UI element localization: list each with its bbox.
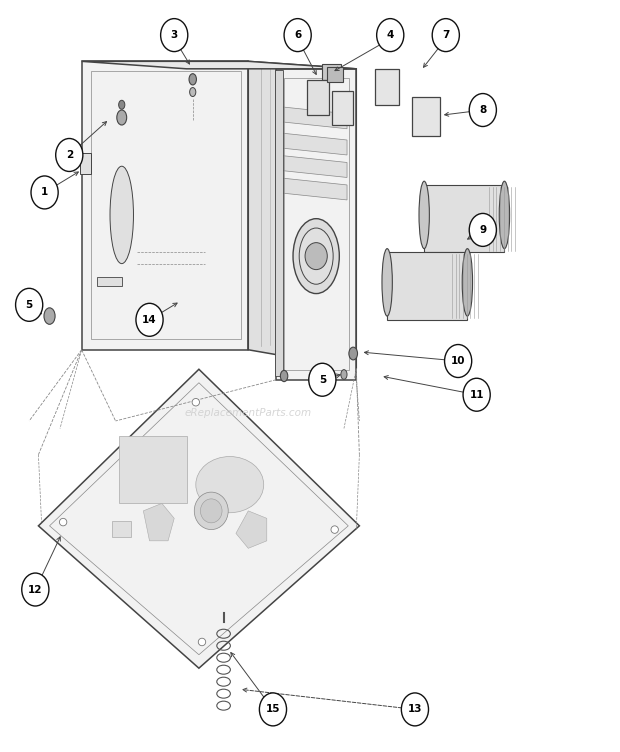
Text: 4: 4: [386, 30, 394, 40]
Text: 2: 2: [66, 150, 73, 160]
Text: 11: 11: [469, 390, 484, 400]
Text: 8: 8: [479, 105, 487, 115]
Circle shape: [432, 19, 459, 52]
Circle shape: [469, 93, 497, 126]
Circle shape: [31, 176, 58, 209]
Text: eReplacementParts.com: eReplacementParts.com: [185, 408, 312, 418]
Ellipse shape: [349, 347, 358, 360]
Circle shape: [463, 378, 490, 411]
Text: 5: 5: [319, 374, 326, 385]
Ellipse shape: [44, 308, 55, 324]
Text: 15: 15: [266, 705, 280, 714]
Polygon shape: [387, 253, 467, 320]
Polygon shape: [276, 106, 347, 129]
Polygon shape: [276, 69, 356, 380]
Polygon shape: [307, 80, 329, 115]
Text: 13: 13: [408, 705, 422, 714]
Circle shape: [469, 214, 497, 247]
Polygon shape: [82, 62, 248, 350]
Ellipse shape: [331, 526, 339, 533]
Circle shape: [284, 19, 311, 52]
Ellipse shape: [419, 181, 430, 249]
Circle shape: [22, 573, 49, 606]
Circle shape: [401, 693, 428, 726]
Polygon shape: [276, 177, 347, 200]
Bar: [112, 520, 131, 537]
Text: 3: 3: [170, 30, 178, 40]
Bar: [97, 277, 122, 286]
Ellipse shape: [299, 228, 333, 284]
Ellipse shape: [341, 370, 347, 379]
Circle shape: [161, 19, 188, 52]
Text: 1: 1: [41, 187, 48, 198]
Circle shape: [259, 693, 286, 726]
Ellipse shape: [200, 499, 222, 523]
Text: 14: 14: [142, 315, 157, 325]
Text: 10: 10: [451, 356, 466, 366]
Polygon shape: [412, 97, 440, 136]
Circle shape: [136, 303, 163, 336]
Ellipse shape: [382, 249, 392, 316]
Text: 5: 5: [25, 300, 33, 310]
Polygon shape: [424, 185, 505, 253]
Ellipse shape: [194, 492, 228, 529]
Ellipse shape: [280, 371, 288, 381]
Polygon shape: [118, 436, 187, 503]
Circle shape: [377, 19, 404, 52]
Polygon shape: [276, 155, 347, 177]
Ellipse shape: [118, 100, 125, 109]
Polygon shape: [375, 69, 399, 105]
Bar: [327, 68, 343, 82]
Ellipse shape: [293, 219, 339, 293]
Polygon shape: [276, 132, 347, 155]
Bar: [275, 71, 283, 376]
Polygon shape: [82, 62, 356, 69]
Polygon shape: [236, 511, 267, 548]
Circle shape: [56, 138, 83, 171]
Text: 12: 12: [28, 584, 43, 595]
Ellipse shape: [117, 110, 126, 125]
Ellipse shape: [190, 87, 196, 96]
Ellipse shape: [192, 399, 200, 406]
Text: 9: 9: [479, 225, 486, 235]
Ellipse shape: [198, 638, 206, 646]
Text: 7: 7: [442, 30, 450, 40]
Polygon shape: [143, 503, 174, 541]
Bar: [322, 64, 341, 80]
Polygon shape: [38, 369, 360, 669]
Polygon shape: [332, 91, 353, 125]
Text: 6: 6: [294, 30, 301, 40]
Circle shape: [445, 344, 472, 378]
Ellipse shape: [189, 74, 197, 85]
Ellipse shape: [110, 166, 133, 264]
Circle shape: [16, 288, 43, 321]
Polygon shape: [248, 62, 356, 368]
Ellipse shape: [60, 518, 67, 526]
Ellipse shape: [462, 249, 472, 316]
Ellipse shape: [499, 181, 510, 249]
Circle shape: [305, 243, 327, 270]
Circle shape: [309, 363, 336, 396]
Bar: [80, 153, 91, 174]
Ellipse shape: [196, 456, 264, 513]
